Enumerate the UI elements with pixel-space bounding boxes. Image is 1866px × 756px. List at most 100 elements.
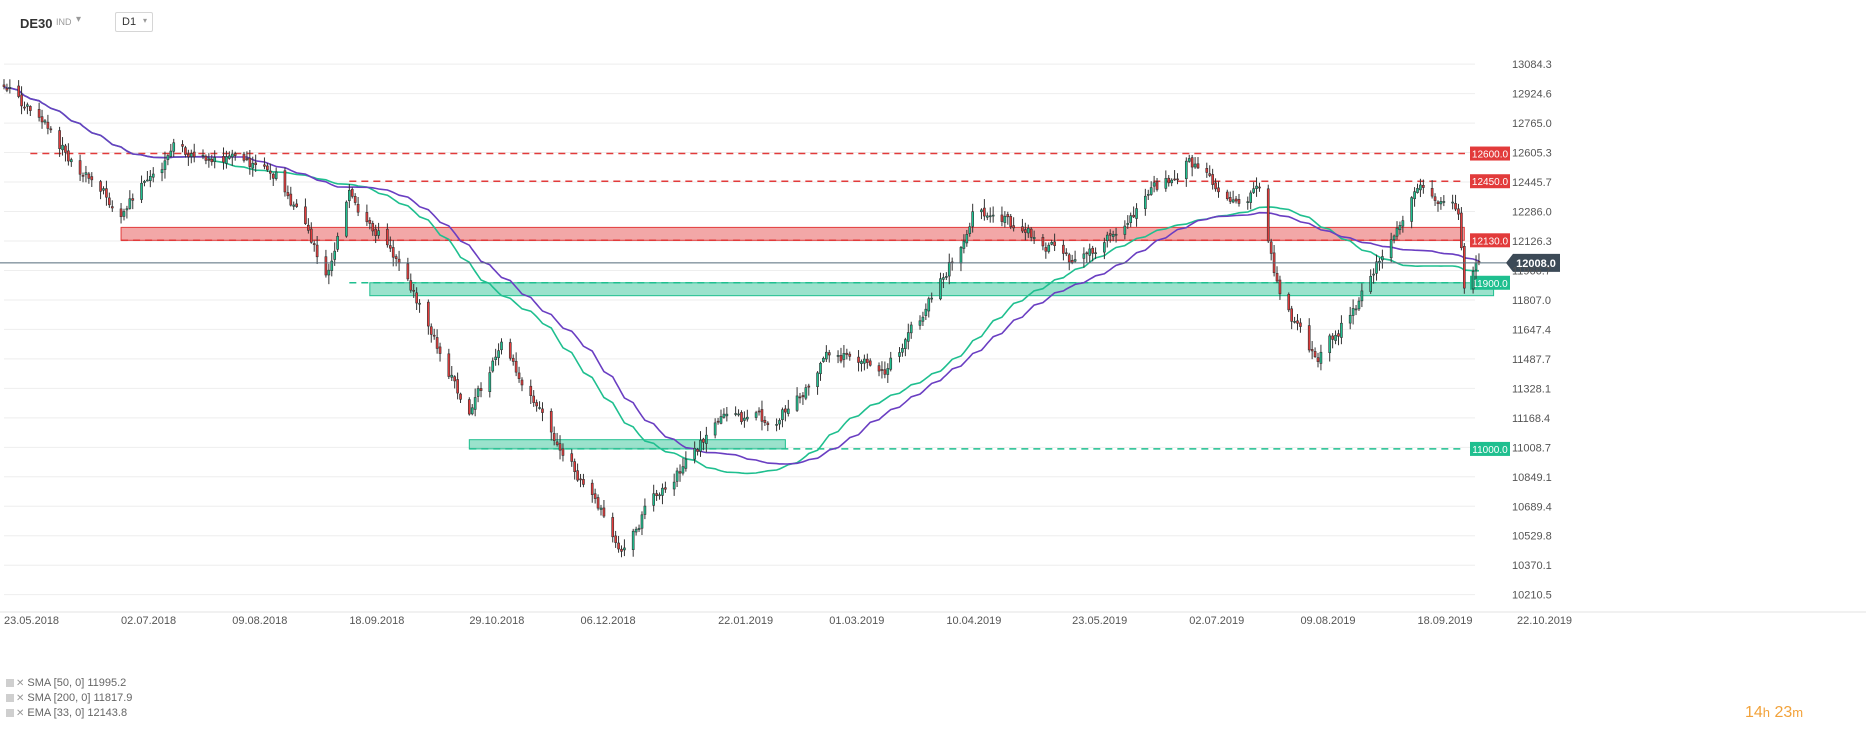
candle [1155, 177, 1159, 192]
close-icon[interactable]: ✕ [16, 708, 25, 719]
candle-body [980, 209, 983, 213]
candle [652, 484, 656, 512]
candle-body [26, 104, 29, 107]
candle [658, 492, 661, 500]
candle-body [1006, 214, 1010, 218]
candle-body [432, 334, 436, 337]
candle-body [46, 121, 50, 129]
candle-body [497, 350, 500, 358]
candle [1439, 196, 1443, 210]
candle-body [1228, 197, 1232, 202]
candle-body [786, 408, 790, 414]
candle-body [105, 188, 108, 198]
candle [470, 404, 474, 416]
chevron-down-icon[interactable]: ▾ [76, 14, 82, 25]
candle-body [1044, 247, 1048, 252]
candle [825, 345, 828, 363]
candle-body [348, 189, 351, 202]
timeframe-select[interactable]: D1 ▾ [115, 12, 153, 32]
candle-body [965, 234, 969, 244]
close-icon[interactable]: ✕ [16, 693, 25, 704]
candle-body [473, 397, 477, 410]
candle [500, 338, 503, 355]
candle [538, 401, 541, 410]
candle [1044, 242, 1048, 259]
candle [1442, 195, 1446, 207]
candle-body [58, 130, 61, 149]
chart-grid [4, 63, 1475, 596]
candle-body [119, 208, 123, 218]
settings-icon[interactable] [6, 709, 14, 718]
candle-body [734, 413, 737, 415]
candle [242, 151, 246, 163]
candle [40, 109, 44, 129]
candle-body [1348, 314, 1352, 324]
candle-body [909, 324, 913, 334]
candle-body [169, 150, 173, 157]
symbol-label[interactable]: DE30 [20, 16, 53, 31]
candle [271, 172, 275, 186]
settings-icon[interactable] [6, 694, 14, 703]
candle [1009, 213, 1013, 230]
candle [1024, 222, 1027, 241]
settings-icon[interactable] [6, 679, 14, 688]
candle [254, 154, 258, 172]
candle-body [778, 420, 781, 425]
candle-body [1190, 157, 1194, 168]
candle-body [1135, 208, 1138, 219]
candle-body [1354, 308, 1358, 311]
candle [945, 272, 948, 281]
candle-body [1454, 203, 1457, 210]
candle [160, 162, 164, 182]
candle-body [971, 211, 974, 227]
candle [1258, 182, 1261, 192]
candle [356, 197, 360, 217]
candle [1006, 211, 1010, 225]
candle-body [1331, 335, 1334, 340]
candle-body [327, 269, 331, 276]
close-icon[interactable]: ✕ [16, 678, 25, 689]
candle [497, 343, 500, 366]
candle [169, 143, 173, 158]
candle [81, 172, 85, 183]
candle-body [945, 276, 948, 278]
candle-body [655, 493, 658, 496]
candle [848, 351, 852, 361]
candle [1067, 252, 1071, 271]
candle [26, 102, 29, 115]
candle-body [576, 470, 579, 481]
candle-body [988, 215, 992, 218]
candle [125, 205, 129, 219]
candle-body [1146, 194, 1150, 196]
candle [1348, 306, 1352, 330]
candle [187, 149, 190, 166]
candle-body [415, 292, 418, 304]
candle-body [1103, 242, 1106, 253]
candle-body [1062, 244, 1065, 254]
candle-body [435, 337, 439, 349]
candle [570, 449, 574, 467]
candle [1026, 224, 1030, 238]
candle-body [368, 220, 372, 224]
candle [122, 208, 126, 221]
candle-body [822, 357, 825, 362]
candle-body [1047, 244, 1051, 252]
candle-body [845, 352, 849, 355]
candle [1252, 182, 1255, 194]
candle-body [836, 355, 840, 357]
level-badge [1470, 441, 1510, 456]
candle-body [857, 356, 860, 363]
candle-body [623, 547, 626, 551]
candle [1126, 215, 1130, 229]
candle [225, 150, 228, 169]
candle-body [192, 151, 196, 158]
candle [245, 151, 249, 162]
candle-body [664, 487, 667, 490]
candle [593, 488, 597, 504]
candle-body [1372, 273, 1375, 276]
candle [1340, 315, 1343, 345]
y-tick-label: 10529.8 [1512, 531, 1552, 543]
candle-body [865, 358, 869, 363]
candle [324, 249, 328, 278]
